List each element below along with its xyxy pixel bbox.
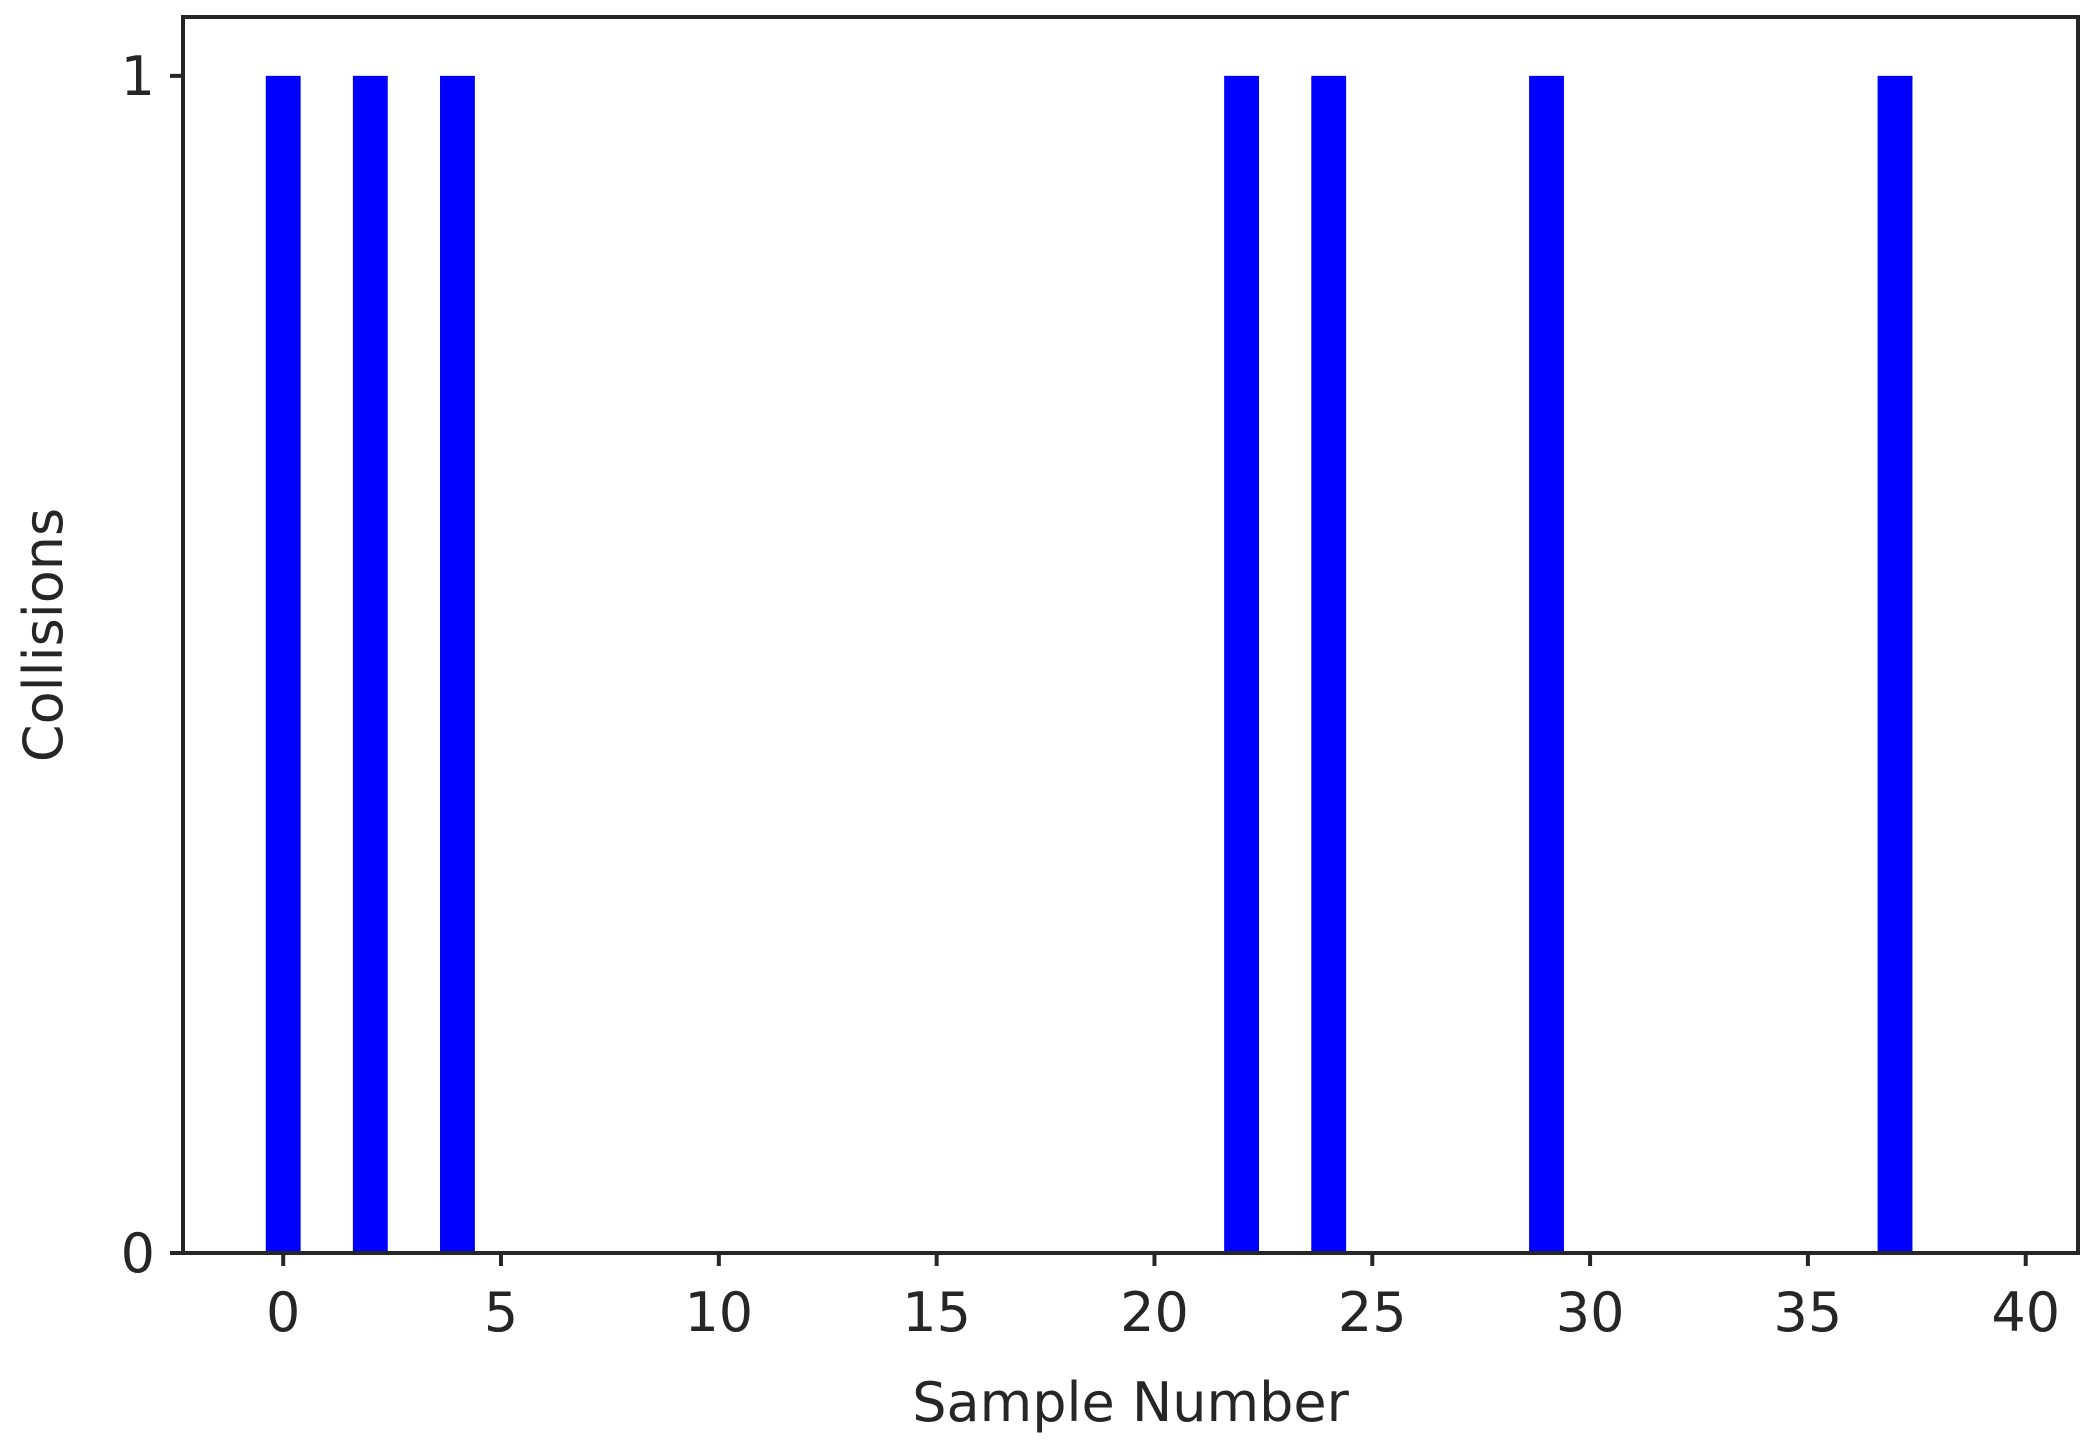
bar — [440, 75, 475, 1253]
y-tick-label: 0 — [121, 1222, 155, 1285]
x-tick-label: 10 — [684, 1281, 753, 1344]
x-tick-label: 20 — [1120, 1281, 1189, 1344]
y-axis-ticks: 01 — [121, 45, 183, 1285]
bar — [1529, 75, 1564, 1253]
bar — [265, 75, 301, 1253]
x-tick-label: 0 — [266, 1281, 300, 1344]
x-tick-label: 30 — [1556, 1281, 1625, 1344]
x-tick-label: 40 — [1991, 1281, 2060, 1344]
y-tick-label: 1 — [121, 45, 155, 108]
x-axis-label: Sample Number — [912, 1371, 1349, 1434]
x-tick-label: 15 — [902, 1281, 971, 1344]
bar — [352, 75, 388, 1253]
plot-frame — [181, 15, 2080, 1255]
bars — [265, 75, 1913, 1253]
y-axis-label: Collisions — [12, 508, 75, 762]
bar — [1877, 75, 1913, 1253]
bar — [1311, 75, 1347, 1253]
x-tick-label: 25 — [1338, 1281, 1407, 1344]
x-axis-ticks: 0 5 10 15 20 25 30 35 40 — [266, 1253, 2060, 1344]
bar — [1224, 75, 1260, 1253]
x-tick-label: 5 — [484, 1281, 518, 1344]
x-tick-label: 35 — [1774, 1281, 1843, 1344]
